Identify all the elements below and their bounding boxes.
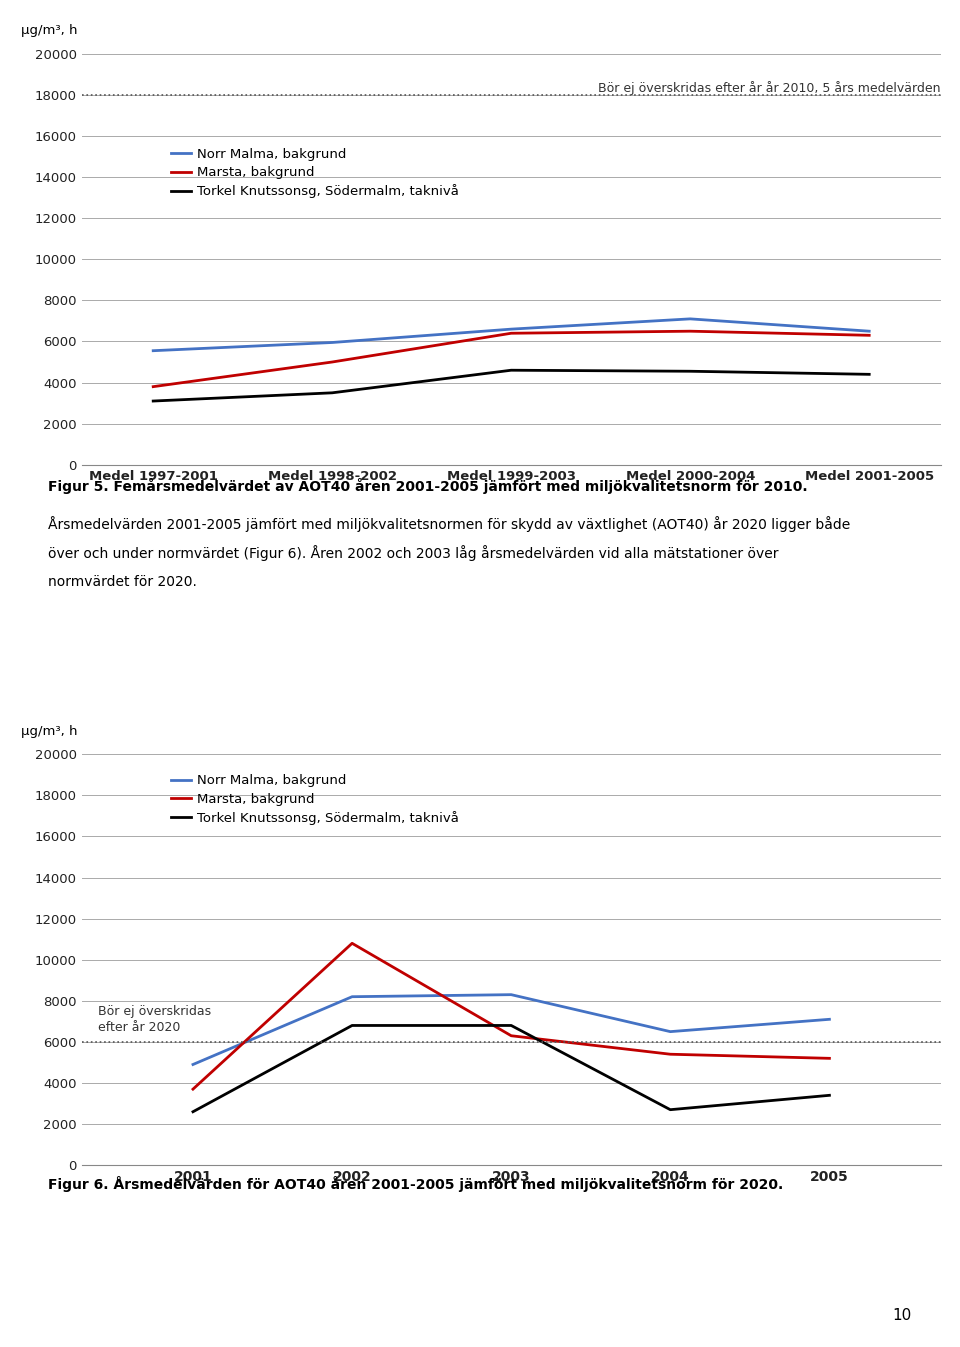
Text: μg/m³, h: μg/m³, h <box>21 24 78 38</box>
Text: μg/m³, h: μg/m³, h <box>21 725 78 738</box>
Text: Bör ej överskridas: Bör ej överskridas <box>98 1005 210 1018</box>
Text: Figur 6. Årsmedelvärden för AOT40 åren 2001-2005 jämfört med miljökvalitetsnorm : Figur 6. Årsmedelvärden för AOT40 åren 2… <box>48 1176 783 1192</box>
Text: Årsmedelvärden 2001-2005 jämfört med miljökvalitetsnormen för skydd av växtlighe: Årsmedelvärden 2001-2005 jämfört med mil… <box>48 516 851 532</box>
Legend: Norr Malma, bakgrund, Marsta, bakgrund, Torkel Knutssonsg, Södermalm, taknivå: Norr Malma, bakgrund, Marsta, bakgrund, … <box>165 143 465 203</box>
Text: Bör ej överskridas efter år år 2010, 5 års medelvärden: Bör ej överskridas efter år år 2010, 5 å… <box>598 81 941 96</box>
Text: över och under normvärdet (Figur 6). Åren 2002 och 2003 låg årsmedelvärden vid a: över och under normvärdet (Figur 6). Åre… <box>48 546 779 562</box>
Text: efter år 2020: efter år 2020 <box>98 1021 180 1034</box>
Text: Figur 5. Femårsmedelvärdet av AOT40 åren 2001-2005 jämfört med miljökvalitetsnor: Figur 5. Femårsmedelvärdet av AOT40 åren… <box>48 478 807 494</box>
Text: normvärdet för 2020.: normvärdet för 2020. <box>48 575 197 589</box>
Text: 10: 10 <box>893 1308 912 1323</box>
Legend: Norr Malma, bakgrund, Marsta, bakgrund, Torkel Knutssonsg, Södermalm, taknivå: Norr Malma, bakgrund, Marsta, bakgrund, … <box>165 769 465 830</box>
